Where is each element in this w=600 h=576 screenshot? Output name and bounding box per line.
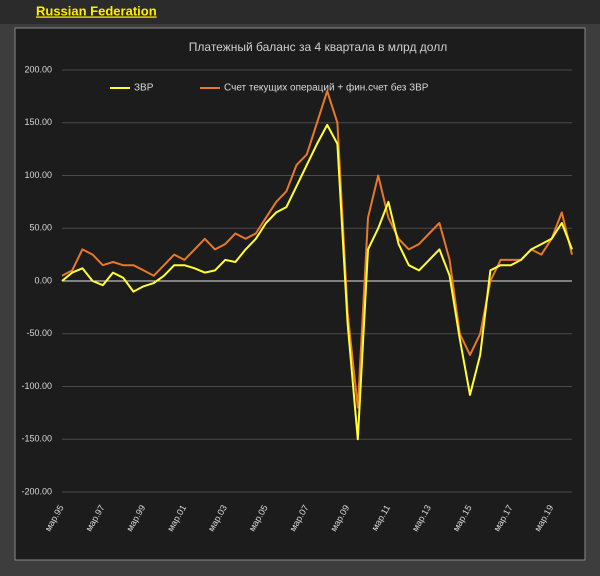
y-tick-label: 150.00 [24,117,52,127]
y-tick-label: -100.00 [21,381,52,391]
y-tick-label: -50.00 [26,328,52,338]
header-bar [0,0,600,24]
y-tick-label: -200.00 [21,486,52,496]
legend-label: ЗВР [134,83,154,94]
y-tick-label: 100.00 [24,170,52,180]
chart-title: Платежный баланс за 4 квартала в млрд до… [189,40,447,54]
series-line [61,123,573,441]
plot: 200.00 150.00 100.00 50.00 0.00 -50.00 -100.00… [21,64,573,533]
y-tick-label: 50.00 [29,223,52,233]
y-tick-label: 200.00 [24,64,52,74]
y-tick-label: -150.00 [21,434,52,444]
chart-frame [14,27,586,561]
header: Russian Federation [36,3,157,18]
legend-label: Счет текущих операций + фин.счет без ЗВР [224,82,429,94]
y-tick-label: 0.00 [34,275,52,285]
